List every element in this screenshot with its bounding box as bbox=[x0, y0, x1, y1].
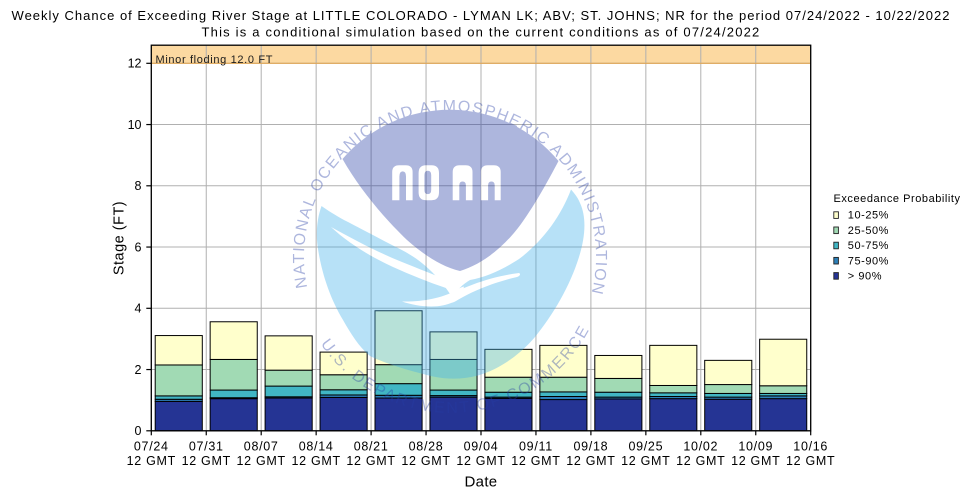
svg-text:Minor floding 12.0 FT: Minor floding 12.0 FT bbox=[156, 54, 274, 66]
svg-text:This is a conditional simulati: This is a conditional simulation based o… bbox=[202, 25, 761, 40]
svg-text:10/09: 10/09 bbox=[738, 439, 773, 453]
svg-text:12 GMT: 12 GMT bbox=[731, 454, 780, 468]
svg-text:75-90%: 75-90% bbox=[848, 255, 889, 267]
svg-text:08/21: 08/21 bbox=[354, 439, 389, 453]
svg-text:08/28: 08/28 bbox=[409, 439, 444, 453]
svg-text:12 GMT: 12 GMT bbox=[182, 454, 231, 468]
svg-text:08/14: 08/14 bbox=[299, 439, 334, 453]
svg-text:10/16: 10/16 bbox=[793, 439, 828, 453]
svg-text:10-25%: 10-25% bbox=[848, 210, 889, 222]
svg-text:12 GMT: 12 GMT bbox=[291, 454, 340, 468]
svg-text:12 GMT: 12 GMT bbox=[346, 454, 395, 468]
svg-text:09/04: 09/04 bbox=[464, 439, 499, 453]
svg-text:0: 0 bbox=[135, 424, 142, 438]
svg-text:09/18: 09/18 bbox=[574, 439, 609, 453]
svg-text:12 GMT: 12 GMT bbox=[621, 454, 670, 468]
svg-text:2: 2 bbox=[135, 363, 142, 377]
svg-text:12 GMT: 12 GMT bbox=[511, 454, 560, 468]
svg-text:25-50%: 25-50% bbox=[848, 225, 889, 237]
svg-text:Exceedance Probability: Exceedance Probability bbox=[834, 193, 961, 205]
svg-text:10/02: 10/02 bbox=[683, 439, 718, 453]
svg-text:Weekly Chance of Exceeding Riv: Weekly Chance of Exceeding River Stage a… bbox=[12, 8, 951, 23]
svg-text:09/25: 09/25 bbox=[628, 439, 663, 453]
svg-text:10: 10 bbox=[128, 118, 142, 132]
svg-text:6: 6 bbox=[135, 240, 142, 254]
svg-text:Stage (FT): Stage (FT) bbox=[112, 201, 128, 275]
svg-text:12: 12 bbox=[128, 57, 142, 71]
svg-text:12 GMT: 12 GMT bbox=[401, 454, 450, 468]
svg-text:07/24: 07/24 bbox=[134, 439, 169, 453]
svg-text:12 GMT: 12 GMT bbox=[566, 454, 615, 468]
svg-text:08/07: 08/07 bbox=[244, 439, 279, 453]
svg-text:07/31: 07/31 bbox=[189, 439, 224, 453]
svg-text:09/11: 09/11 bbox=[519, 439, 553, 453]
svg-text:12 GMT: 12 GMT bbox=[786, 454, 835, 468]
svg-text:8: 8 bbox=[135, 179, 142, 193]
svg-text:12 GMT: 12 GMT bbox=[127, 454, 176, 468]
svg-text:12 GMT: 12 GMT bbox=[456, 454, 505, 468]
svg-text:4: 4 bbox=[135, 302, 142, 316]
svg-text:50-75%: 50-75% bbox=[848, 240, 889, 252]
svg-text:Date: Date bbox=[465, 474, 498, 491]
svg-text:> 90%: > 90% bbox=[848, 271, 882, 283]
svg-text:12 GMT: 12 GMT bbox=[676, 454, 725, 468]
svg-text:12 GMT: 12 GMT bbox=[237, 454, 286, 468]
